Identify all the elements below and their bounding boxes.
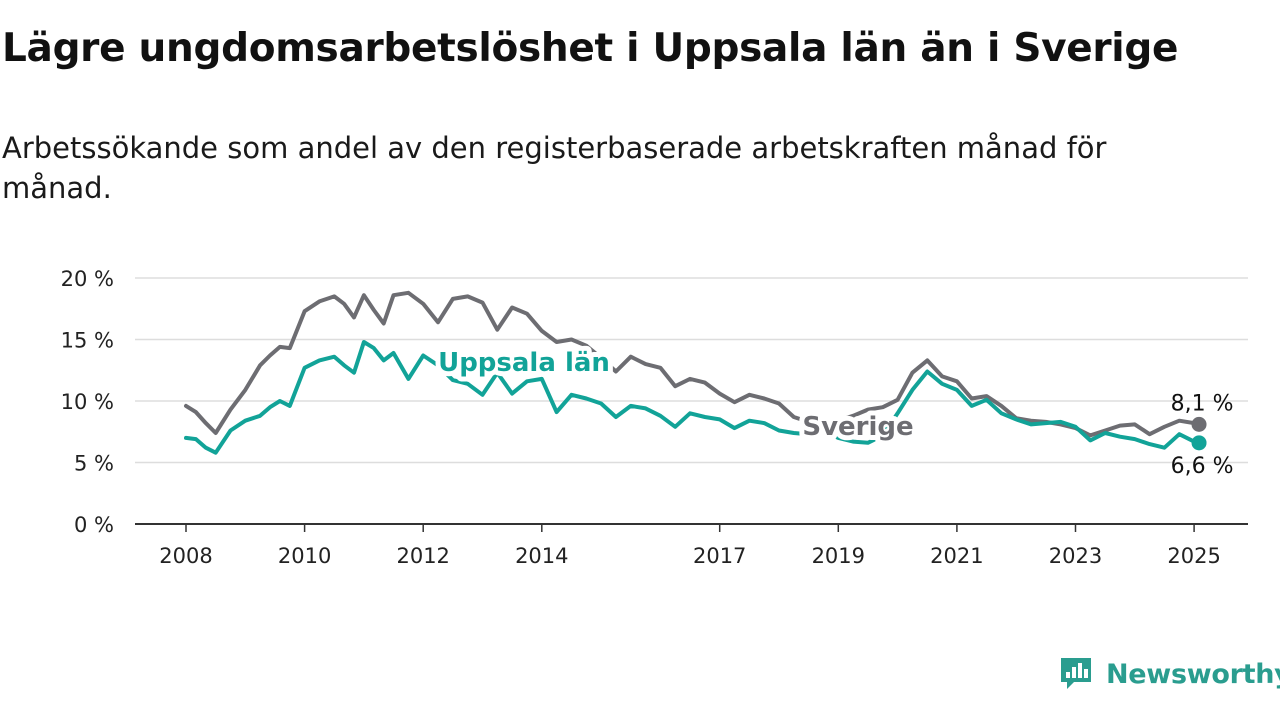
newsworthy-logo-icon [1061, 658, 1091, 689]
x-tick-label: 2025 [1167, 544, 1220, 568]
x-tick-label: 2021 [930, 544, 983, 568]
end-value-label-sverige: 8,1 % [1171, 391, 1234, 416]
series-lines [184, 290, 1207, 455]
series-name-label-uppsala: Uppsala län [438, 348, 610, 378]
x-tick-label: 2017 [693, 544, 746, 568]
y-tick-label: 20 % [61, 267, 114, 291]
chart-subtitle: Arbetssökande som andel av den registerb… [2, 131, 1107, 205]
gridlines [135, 277, 1248, 525]
x-tick-label: 2023 [1049, 544, 1102, 568]
series-line-sverige [184, 290, 1201, 438]
chart: 0 %5 %10 %15 %20 % 2008 2010 2012 2014 2017 2… [61, 267, 1248, 568]
chart-title: Lägre ungdomsarbetslöshet i Uppsala län … [2, 26, 1179, 71]
y-tick-label: 15 % [61, 329, 114, 353]
y-tick-label: 10 % [61, 390, 114, 414]
newsworthy-logo: Newsworthy [1058, 654, 1280, 694]
series-end-marker-sverige [1191, 416, 1207, 432]
y-axis-ticks: 0 % 5 % 10 % 15 % 20 % [61, 267, 114, 537]
series-name-label-sverige: Sverige [802, 412, 913, 442]
end-value-label-uppsala: 6,6 % [1171, 454, 1234, 479]
x-tick-label: 2014 [515, 544, 568, 568]
series-labels: 8,1 % 6,6 % Sverige Uppsala län [433, 343, 1234, 479]
y-tick-label: 5 % [74, 452, 114, 476]
x-tick-label: 2008 [159, 544, 212, 568]
series-end-marker-uppsala [1191, 435, 1207, 451]
series-line-uppsala [184, 340, 1201, 455]
x-tick-label: 2019 [812, 544, 865, 568]
x-tick-label: 2012 [396, 544, 449, 568]
x-tick-label: 2010 [278, 544, 331, 568]
y-tick-label: 0 % [74, 513, 114, 537]
newsworthy-logo-text: Newsworthy [1106, 658, 1280, 690]
x-axis-ticks: 2008 2010 2012 2014 2017 2019 2021 2023 2025 [159, 524, 1221, 568]
